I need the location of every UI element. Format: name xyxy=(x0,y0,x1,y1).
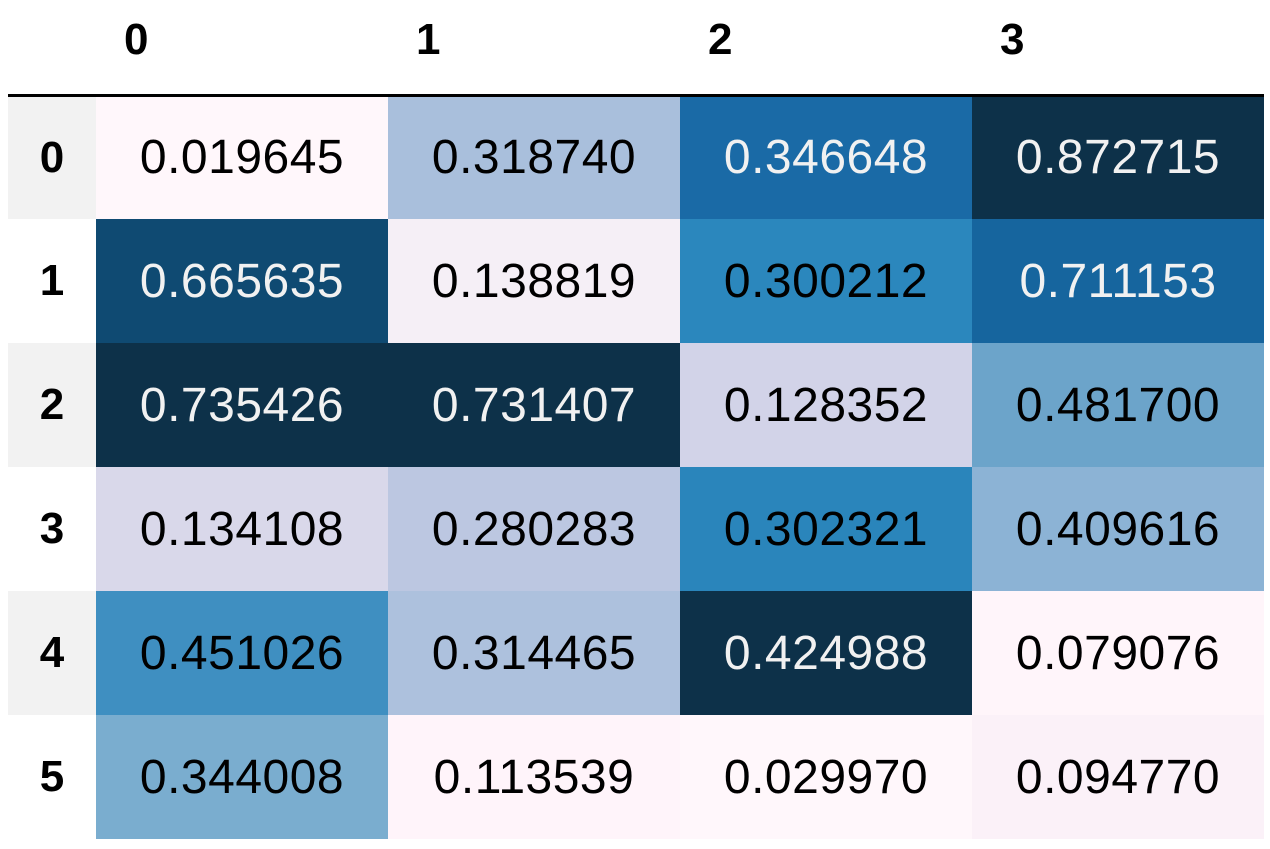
heatmap-cell-r0-c0: 0.019645 xyxy=(96,95,388,219)
heatmap-cell-r4-c2: 0.424988 xyxy=(680,591,972,715)
table-body: 0 0.019645 0.318740 0.346648 0.872715 1 0.6656… xyxy=(8,95,1264,839)
heatmap-cell-r5-c2: 0.029970 xyxy=(680,715,972,839)
heatmap-cell-r5-c1: 0.113539 xyxy=(388,715,680,839)
heatmap-cell-r3-c3: 0.409616 xyxy=(972,467,1264,591)
column-header-0: 0 xyxy=(96,0,388,97)
table-row: 4 0.451026 0.314465 0.424988 0.079076 xyxy=(8,591,1264,715)
column-header-1: 1 xyxy=(388,0,680,97)
heatmap-cell-r4-c1: 0.314465 xyxy=(388,591,680,715)
row-header-3: 3 xyxy=(8,467,96,591)
heatmap-cell-r3-c1: 0.280283 xyxy=(388,467,680,591)
heatmap-cell-r5-c0: 0.344008 xyxy=(96,715,388,839)
heatmap-cell-r0-c1: 0.318740 xyxy=(388,95,680,219)
heatmap-cell-r1-c2: 0.300212 xyxy=(680,219,972,343)
table-row: 0 0.019645 0.318740 0.346648 0.872715 xyxy=(8,95,1264,219)
heatmap-cell-r2-c0: 0.735426 xyxy=(96,343,388,467)
heatmap-cell-r1-c1: 0.138819 xyxy=(388,219,680,343)
row-header-0: 0 xyxy=(8,95,96,219)
heatmap-cell-r0-c2: 0.346648 xyxy=(680,95,972,219)
row-header-1: 1 xyxy=(8,219,96,343)
heatmap-cell-r3-c2: 0.302321 xyxy=(680,467,972,591)
corner-cell xyxy=(8,0,96,97)
table-row: 3 0.134108 0.280283 0.302321 0.409616 xyxy=(8,467,1264,591)
column-header-3: 3 xyxy=(972,0,1264,97)
table-row: 2 0.735426 0.731407 0.128352 0.481700 xyxy=(8,343,1264,467)
table-row: 1 0.665635 0.138819 0.300212 0.711153 xyxy=(8,219,1264,343)
row-header-5: 5 xyxy=(8,715,96,839)
column-header-2: 2 xyxy=(680,0,972,97)
heatmap-cell-r0-c3: 0.872715 xyxy=(972,95,1264,219)
heatmap-cell-r4-c0: 0.451026 xyxy=(96,591,388,715)
heatmap-cell-r1-c3: 0.711153 xyxy=(972,219,1264,343)
heatmap-cell-r4-c3: 0.079076 xyxy=(972,591,1264,715)
table-row: 5 0.344008 0.113539 0.029970 0.094770 xyxy=(8,715,1264,839)
heatmap-cell-r5-c3: 0.094770 xyxy=(972,715,1264,839)
heatmap-cell-r2-c1: 0.731407 xyxy=(388,343,680,467)
row-header-4: 4 xyxy=(8,591,96,715)
row-header-2: 2 xyxy=(8,343,96,467)
heatmap-cell-r2-c2: 0.128352 xyxy=(680,343,972,467)
heatmap-cell-r1-c0: 0.665635 xyxy=(96,219,388,343)
heatmap-cell-r3-c0: 0.134108 xyxy=(96,467,388,591)
heatmap-cell-r2-c3: 0.481700 xyxy=(972,343,1264,467)
